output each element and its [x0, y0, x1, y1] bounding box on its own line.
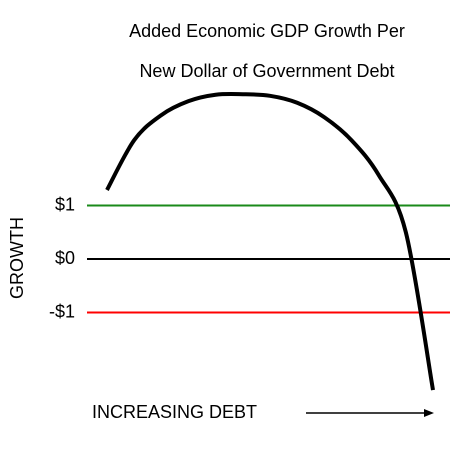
y-tick-label: $1 — [55, 194, 75, 214]
y-tick-label: -$1 — [49, 301, 75, 321]
y-axis-label: GROWTH — [7, 217, 27, 299]
curve — [105, 91, 435, 391]
arrow-head — [424, 409, 434, 417]
y-tick-label: $0 — [55, 248, 75, 268]
chart-subtitle: New Dollar of Government Debt — [139, 61, 394, 81]
chart-title: Added Economic GDP Growth Per — [129, 21, 405, 41]
x-axis-label: INCREASING DEBT — [92, 402, 257, 422]
